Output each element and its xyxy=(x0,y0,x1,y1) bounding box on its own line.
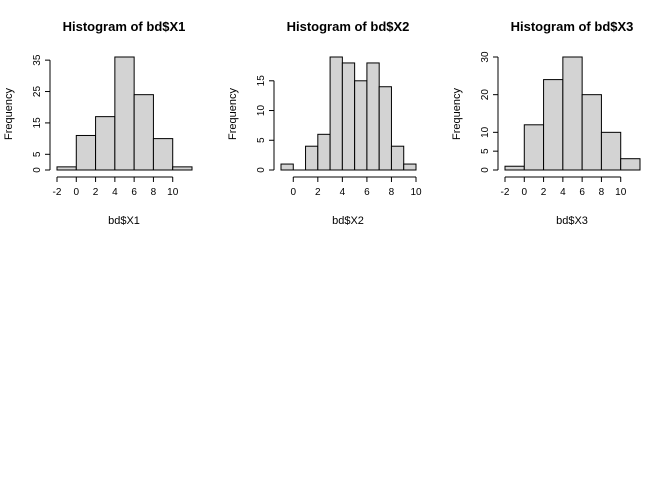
histogram-bar xyxy=(114,56,135,171)
x-tick-label: 10 xyxy=(167,187,179,198)
panel-title: Histogram of bd$X2 xyxy=(287,19,410,34)
histogram-panel-x1: Histogram of bd$X1 bd$X1 Frequency -2 0 2 4… xyxy=(3,19,193,227)
x-tick-label: 4 xyxy=(340,187,346,198)
histogram-bar xyxy=(152,138,174,171)
histogram-bar xyxy=(172,166,193,171)
y-tick-label: 5 xyxy=(32,151,43,157)
panel-title: Histogram of bd$X1 xyxy=(63,19,186,34)
y-axis: 0 5 10 15 xyxy=(256,75,275,173)
histogram-panel-x2: Histogram of bd$X2 bd$X2 Frequency 0 2 4 6 8… xyxy=(227,19,422,227)
bars xyxy=(280,56,417,171)
bars xyxy=(56,56,193,171)
histogram-bar xyxy=(133,94,154,171)
x-tick-label: 2 xyxy=(541,187,547,198)
y-tick-label: 25 xyxy=(32,86,43,98)
panel-title: Histogram of bd$X3 xyxy=(511,19,634,34)
x-tick-label: 4 xyxy=(112,187,118,198)
histogram-bar xyxy=(390,145,405,171)
x-axis: 0 2 4 6 8 10 xyxy=(290,176,422,198)
y-axis-label: Frequency xyxy=(3,88,15,140)
x-axis-label: bd$X1 xyxy=(108,215,140,227)
y-tick-label: 10 xyxy=(256,105,267,117)
histogram-bar xyxy=(317,133,331,171)
histogram-bar xyxy=(600,131,622,171)
x-axis-label: bd$X3 xyxy=(556,215,588,227)
y-tick-label: 30 xyxy=(480,51,491,63)
x-tick-label: 0 xyxy=(290,187,296,198)
histogram-bar xyxy=(504,165,525,171)
x-tick-label: 2 xyxy=(315,187,321,198)
y-tick-label: 0 xyxy=(32,167,43,173)
histogram-bar xyxy=(562,56,583,171)
x-tick-label: 8 xyxy=(151,187,157,198)
x-tick-label: 10 xyxy=(615,187,627,198)
x-tick-label: 4 xyxy=(560,187,566,198)
x-axis-label: bd$X2 xyxy=(332,215,364,227)
y-tick-label: 10 xyxy=(480,126,491,138)
histogram-bar xyxy=(620,158,641,171)
histogram-bar xyxy=(378,86,392,171)
x-tick-label: -2 xyxy=(501,187,510,198)
x-tick-label: 6 xyxy=(131,187,137,198)
x-axis: -2 0 2 4 6 8 10 xyxy=(53,176,179,198)
histogram-bar xyxy=(581,94,602,171)
histogram-bar xyxy=(305,145,319,171)
y-tick-label: 0 xyxy=(480,167,491,173)
y-tick-label: 5 xyxy=(480,148,491,154)
histogram-bar xyxy=(523,124,545,171)
y-tick-label: 15 xyxy=(256,75,267,87)
histogram-bar xyxy=(403,163,417,171)
y-axis-label: Frequency xyxy=(227,88,239,140)
histogram-bar xyxy=(95,116,116,171)
y-axis: 0 5 10 20 30 xyxy=(480,51,499,173)
y-tick-label: 35 xyxy=(32,54,43,66)
y-tick-label: 0 xyxy=(256,167,267,173)
x-tick-label: 8 xyxy=(389,187,395,198)
x-tick-label: 0 xyxy=(522,187,528,198)
x-axis: -2 0 2 4 6 8 10 xyxy=(501,176,627,198)
histogram-bar xyxy=(56,166,77,171)
histogram-bar xyxy=(543,79,564,171)
x-tick-label: 6 xyxy=(364,187,370,198)
x-tick-label: 6 xyxy=(579,187,585,198)
y-tick-label: 20 xyxy=(480,89,491,101)
histogram-bar xyxy=(341,62,356,171)
x-tick-label: -2 xyxy=(53,187,62,198)
y-tick-label: 5 xyxy=(256,137,267,143)
histogram-panel-x3: Histogram of bd$X3 bd$X3 Frequency -2 0 2 4… xyxy=(451,19,641,227)
histogram-bar xyxy=(280,163,294,171)
x-tick-label: 8 xyxy=(599,187,605,198)
x-tick-label: 10 xyxy=(410,187,422,198)
y-tick-label: 15 xyxy=(32,117,43,129)
bars xyxy=(504,56,641,171)
histogram-bar xyxy=(75,134,97,171)
y-axis-label: Frequency xyxy=(451,88,463,140)
histogram-bar xyxy=(366,62,380,171)
x-tick-label: 0 xyxy=(74,187,80,198)
y-axis: 0 5 15 25 35 xyxy=(32,54,51,173)
x-tick-label: 2 xyxy=(93,187,99,198)
histogram-bar xyxy=(354,80,368,171)
histogram-bar xyxy=(329,56,343,171)
